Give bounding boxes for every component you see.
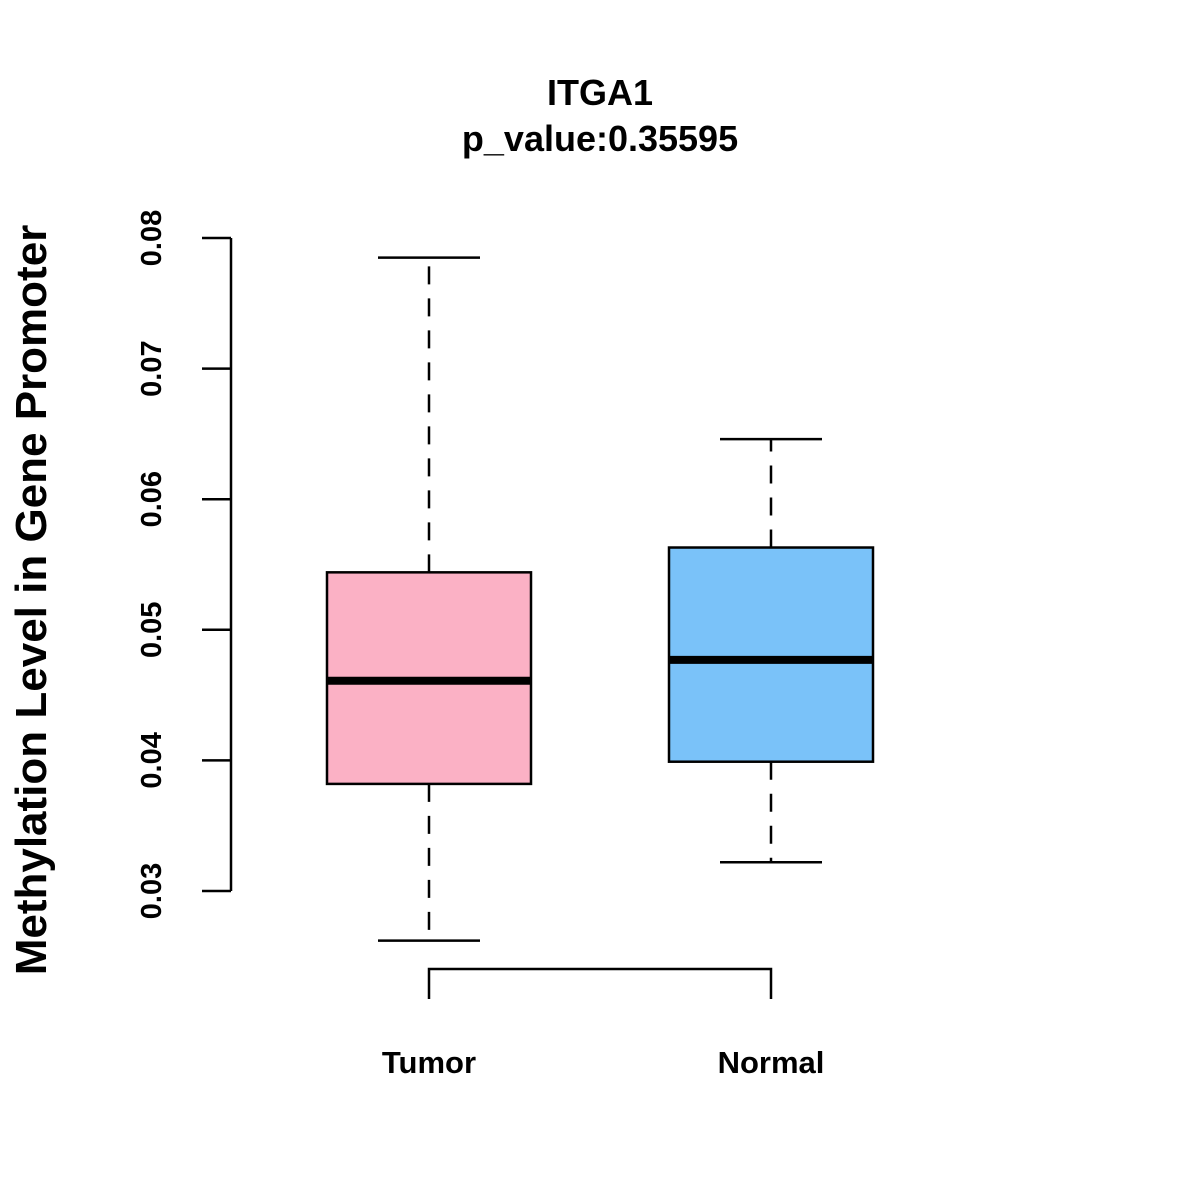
x-category-label: Tumor <box>382 1045 476 1080</box>
y-tick-label: 0.06 <box>136 471 168 527</box>
box-body <box>667 546 875 763</box>
x-axis-labels: Tumor Normal <box>382 1045 824 1080</box>
y-axis: 0.03 0.04 0.05 0.06 0.07 0.08 <box>136 210 233 919</box>
y-tick-label: 0.08 <box>136 210 168 266</box>
bracket-line <box>427 967 773 999</box>
y-tick-label: 0.05 <box>136 602 168 658</box>
chart-subtitle: p_value:0.35595 <box>462 118 738 159</box>
box-normal <box>667 437 875 864</box>
boxes-group <box>325 256 875 942</box>
y-tick-label: 0.07 <box>136 340 168 396</box>
chart-title: ITGA1 <box>547 72 653 113</box>
box-tumor <box>325 256 533 942</box>
comparison-bracket <box>427 967 773 999</box>
y-axis-label: Methylation Level in Gene Promoter <box>7 225 56 976</box>
x-category-label: Normal <box>718 1045 825 1080</box>
y-tick-label: 0.03 <box>136 863 168 919</box>
y-tick-label: 0.04 <box>136 732 168 788</box>
